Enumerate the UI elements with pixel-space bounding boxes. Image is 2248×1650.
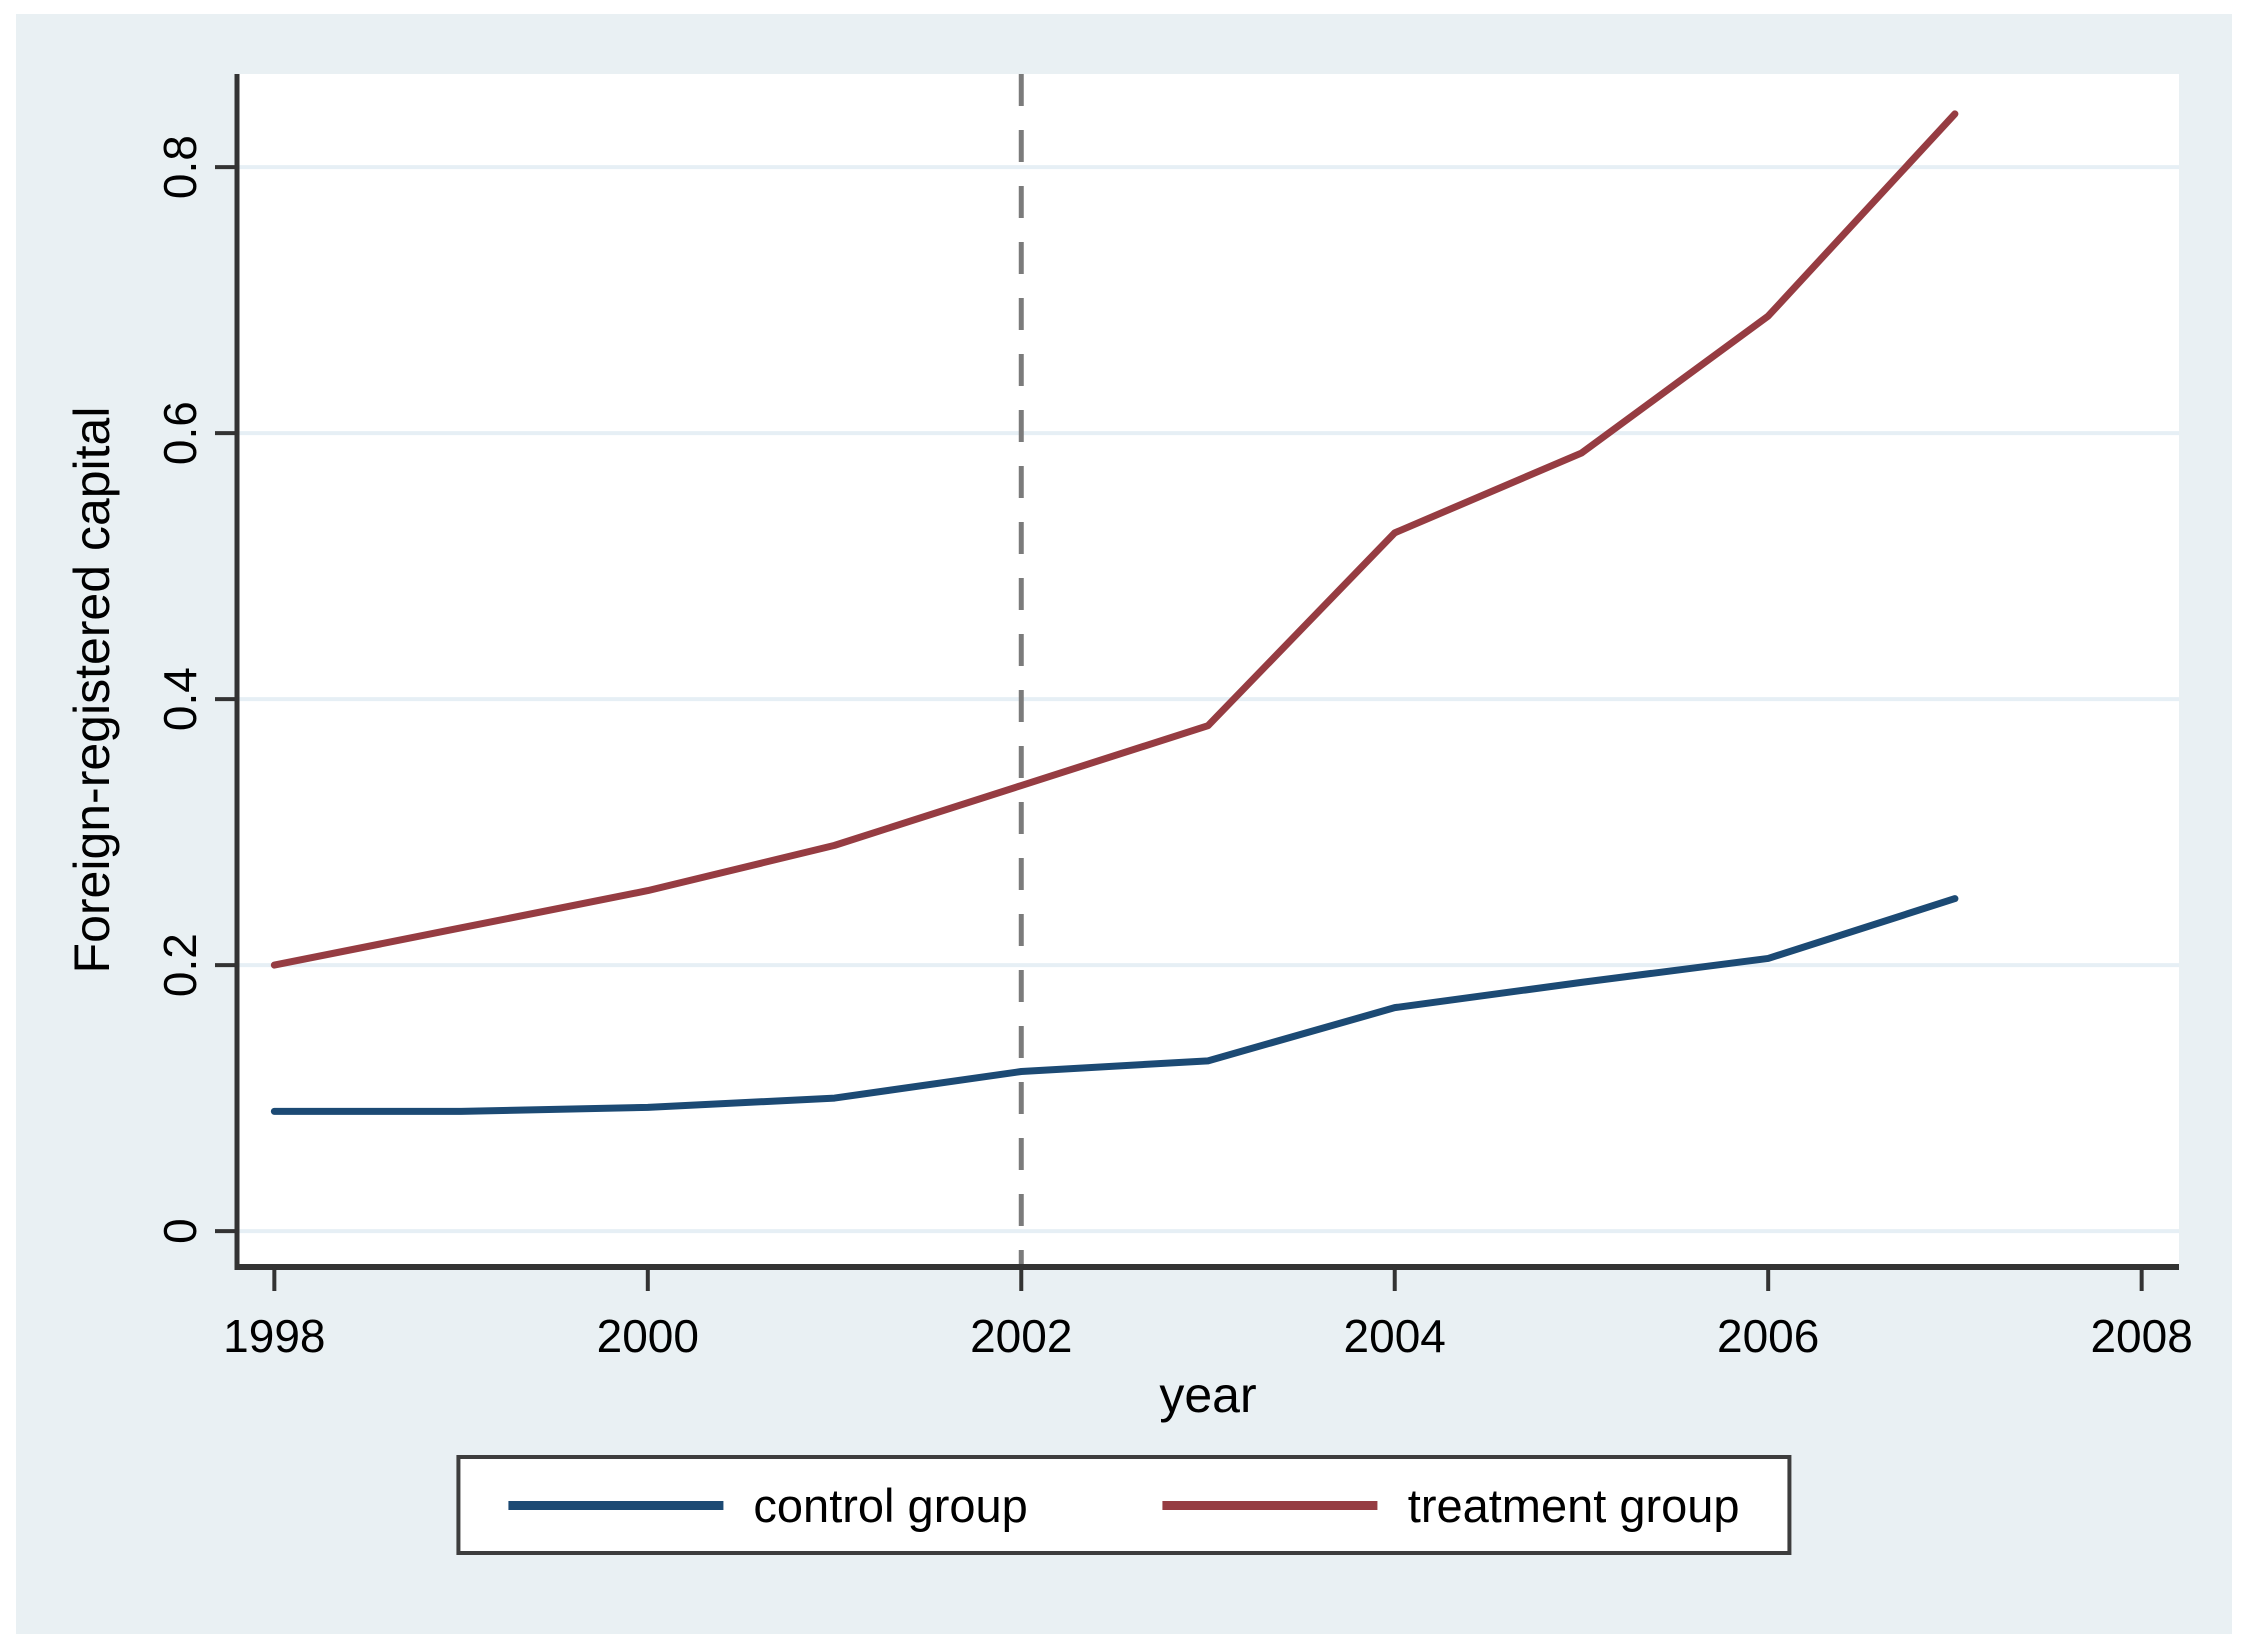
x-tick-label-2008: 2008 xyxy=(2090,1310,2192,1362)
x-tick-label-2004: 2004 xyxy=(1344,1310,1446,1362)
y-axis-ticks: 0 0.2 0.4 0.6 0.8 xyxy=(154,135,237,1244)
plot-area xyxy=(237,74,2179,1267)
legend-label-control: control group xyxy=(753,1478,1028,1532)
legend-line-sample-treatment xyxy=(1162,1500,1378,1510)
x-tick-label-2006: 2006 xyxy=(1717,1310,1819,1362)
y-tick-label-0: 0 xyxy=(154,1218,206,1244)
x-tick-label-1998: 1998 xyxy=(223,1310,325,1362)
y-tick-label-0.4: 0.4 xyxy=(154,667,206,731)
series-lines xyxy=(270,110,1959,1115)
gridlines xyxy=(239,165,2179,1234)
y-tick-label-0.8: 0.8 xyxy=(154,135,206,199)
legend-line-sample-control xyxy=(508,1500,724,1510)
x-axis-title: year xyxy=(1159,1367,1256,1423)
legend-label-treatment: treatment group xyxy=(1407,1478,1740,1532)
legend: control group treatment group xyxy=(456,1455,1792,1555)
x-axis-ticks: 1998 2000 2002 2004 2006 2008 xyxy=(223,1267,2193,1362)
y-axis-title: Foreign-registered capital xyxy=(64,407,120,974)
y-tick-label-0.6: 0.6 xyxy=(154,401,206,465)
axes xyxy=(234,74,2179,1270)
x-tick-label-2002: 2002 xyxy=(970,1310,1072,1362)
y-tick-label-0.2: 0.2 xyxy=(154,933,206,997)
series-line-control-group xyxy=(270,895,1959,1115)
x-tick-label-2000: 2000 xyxy=(597,1310,699,1362)
series-line-treatment-group xyxy=(270,110,1959,969)
